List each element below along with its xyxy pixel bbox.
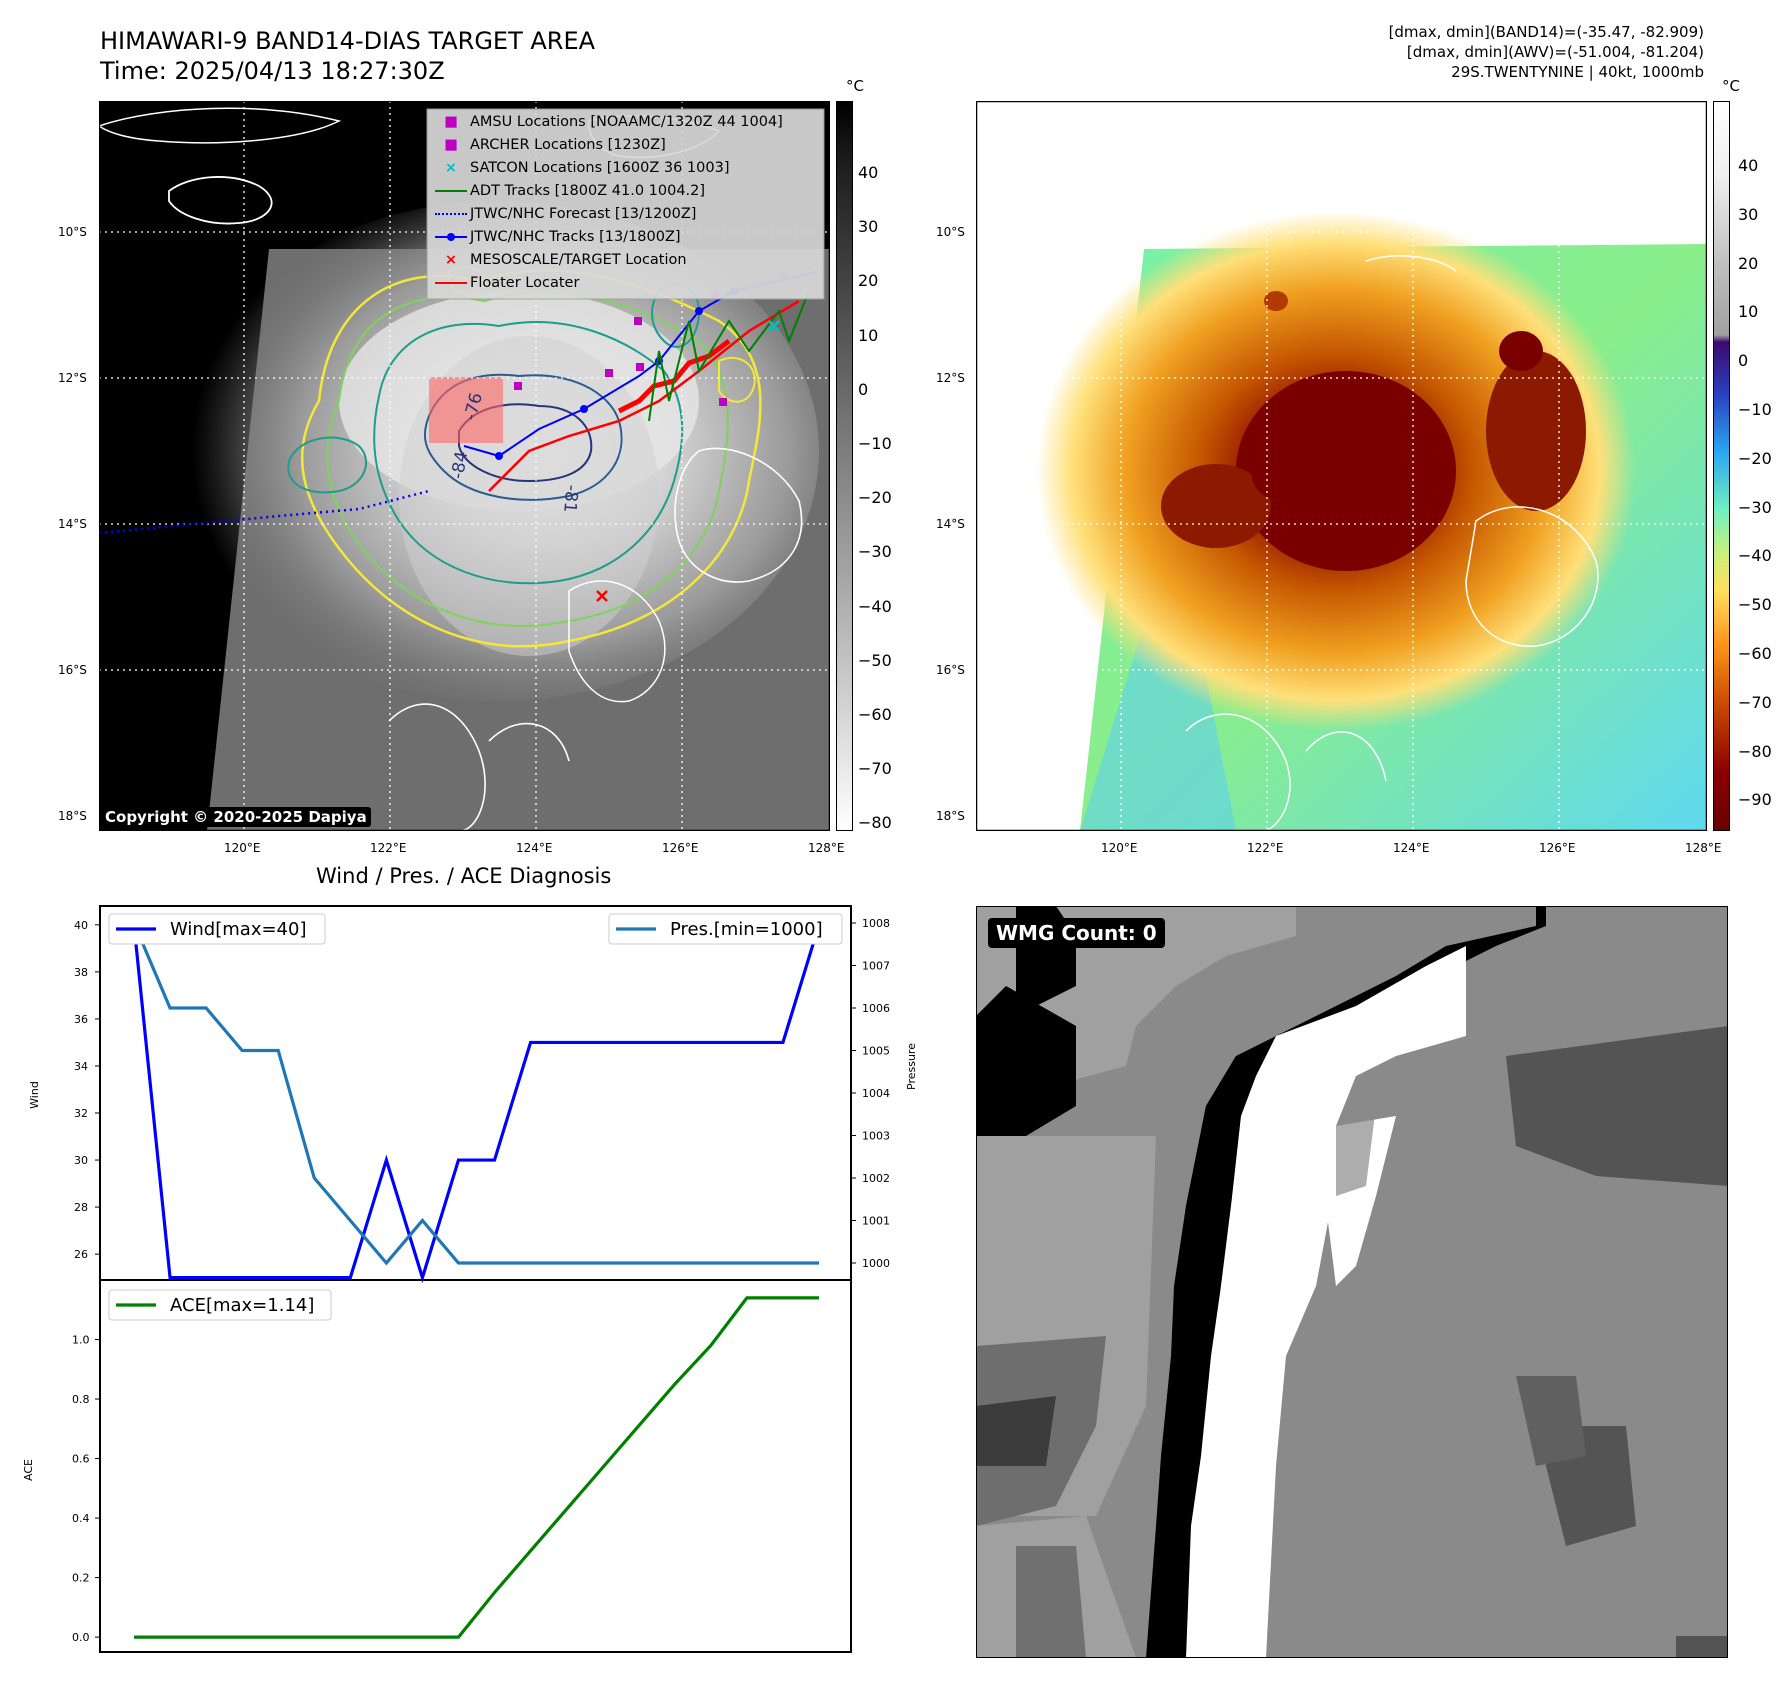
awv-lon-label-126e: 126°E: [1539, 841, 1576, 855]
lon-label-124e: 124°E: [516, 841, 553, 855]
legend-entry-forecast: JTWC/NHC Forecast [13/1200Z]: [432, 203, 783, 226]
subtitle-line-2: [dmax, dmin](AWV)=(-51.004, -81.204): [1406, 43, 1704, 61]
wmg-count-badge: WMG Count: 0: [988, 918, 1165, 948]
legend-entry-tracks: JTWC/NHC Tracks [13/1800Z]: [432, 226, 783, 249]
wmg-count-text: WMG Count: 0: [996, 921, 1157, 945]
wind-ytick-label: 26: [74, 1248, 88, 1261]
lat-label-10s: 10°S: [58, 225, 87, 239]
pressure-ytick-label: 1000: [862, 1257, 890, 1270]
wind-ytick-label: 30: [74, 1154, 88, 1167]
copyright-text: Copyright © 2020-2025 Dapiya: [105, 808, 367, 826]
legend-box: [426, 108, 825, 300]
ace-series-line: [134, 1296, 819, 1639]
upper-plot-frame: [99, 905, 852, 1281]
contour-label-3: -81: [559, 484, 581, 513]
pressure-ytick-label: 1002: [862, 1172, 890, 1185]
awv-lat-label-18s: 18°S: [936, 809, 965, 823]
wind-ytick-label: 36: [74, 1013, 88, 1026]
ir-map-panel: -76 -84 -81: [99, 101, 830, 831]
awv-lon-label-128e: 128°E: [1685, 841, 1722, 855]
ace-legend-box: [108, 1289, 332, 1321]
figure-subtitle: [dmax, dmin](BAND14)=(-35.47, -82.909) […: [1389, 22, 1704, 82]
map-legend: ■ AMSU Locations [NOAAMC/1320Z 44 1004] ■…: [432, 111, 783, 295]
figure-title: HIMAWARI-9 BAND14-DIAS TARGET AREA Time:…: [100, 26, 595, 86]
lat-label-14s: 14°S: [58, 517, 87, 531]
subtitle-line-1: [dmax, dmin](BAND14)=(-35.47, -82.909): [1388, 23, 1704, 41]
pressure-legend-label: Pres.[min=1000]: [670, 919, 823, 940]
diagnosis-title: Wind / Pres. / ACE Diagnosis: [316, 864, 612, 888]
lat-label-12s: 12°S: [58, 371, 87, 385]
pressure-ytick-label: 1001: [862, 1215, 890, 1228]
copyright-badge: Copyright © 2020-2025 Dapiya: [101, 807, 371, 827]
wind-pressure-chart: 26 28 30 32 34 36 38 40 1000 1001 1002 1003 1004 1005…: [22, 905, 890, 1653]
pressure-axis-label: Pressure: [905, 1043, 918, 1090]
contour-label-2: -84: [448, 450, 473, 481]
colorbar-right-unit: °C: [1722, 77, 1740, 95]
wind-series-line: [132, 924, 821, 1284]
lon-label-128e: 128°E: [808, 841, 845, 855]
wind-ytick-label: 38: [74, 966, 88, 979]
ace-ytick-label: 0.8: [72, 1393, 90, 1406]
pressure-legend-box: [608, 913, 843, 945]
awv-lon-label-120e: 120°E: [1101, 841, 1138, 855]
ace-ytick-label: 0.6: [72, 1453, 90, 1466]
pressure-ytick-label: 1004: [862, 1087, 890, 1100]
lat-label-16s: 16°S: [58, 663, 87, 677]
awv-lat-label-16s: 16°S: [936, 663, 965, 677]
ace-ytick-label: 1.0: [72, 1334, 90, 1347]
wind-ytick-label: 40: [74, 919, 88, 932]
legend-entry-adt: ADT Tracks [1800Z 41.0 1004.2]: [432, 180, 783, 203]
wind-axis-label: Wind: [28, 1081, 41, 1109]
ace-ytick-label: 0.0: [72, 1631, 90, 1644]
ace-axis-label: ACE: [22, 1459, 35, 1481]
legend-entry-target: × MESOSCALE/TARGET Location: [444, 252, 687, 268]
wind-ytick-label: 34: [74, 1060, 88, 1073]
ace-ytick-label: 0.4: [72, 1512, 90, 1525]
wind-ytick-label: 32: [74, 1107, 88, 1120]
title-line-1: HIMAWARI-9 BAND14-DIAS TARGET AREA: [100, 27, 596, 55]
awv-lon-label-122e: 122°E: [1247, 841, 1284, 855]
colorbar-left-ticks: 40 30 20 10 0 −10 −20 −30 −40 −50 −60 −70 −80: [858, 163, 892, 833]
colorbar-left: [836, 101, 853, 831]
pressure-ytick-label: 1005: [862, 1045, 890, 1058]
pressure-series-line: [132, 922, 819, 1266]
colorbar-right-ticks: 40 30 20 10 0 −10 −20 −30 −40 −50 −60 −70 −80 −90: [1738, 156, 1772, 810]
lon-label-120e: 120°E: [224, 841, 261, 855]
awv-lat-label-10s: 10°S: [936, 225, 965, 239]
pressure-ytick-label: 1006: [862, 1002, 890, 1015]
legend-entry-amsu: ■ AMSU Locations [NOAAMC/1320Z 44 1004]: [444, 114, 783, 130]
legend-entry-floater: Floater Locater: [432, 272, 783, 295]
pressure-ytick-label: 1008: [862, 917, 890, 930]
lat-label-18s: 18°S: [58, 809, 87, 823]
ace-ytick-label: 0.2: [72, 1572, 90, 1585]
legend-entry-archer: ■ ARCHER Locations [1230Z]: [444, 137, 666, 153]
wmg-panel: [976, 906, 1728, 1658]
colorbar-left-unit: °C: [846, 77, 864, 95]
colorbar-right: [1713, 101, 1730, 831]
wind-ytick-label: 28: [74, 1201, 88, 1214]
wind-legend-box: [108, 913, 326, 945]
ace-legend-label: ACE[max=1.14]: [170, 1295, 314, 1316]
awv-map-panel: [976, 101, 1707, 831]
wind-legend-label: Wind[max=40]: [170, 919, 307, 940]
awv-lon-label-124e: 124°E: [1393, 841, 1430, 855]
legend-entry-satcon: × SATCON Locations [1600Z 36 1003]: [444, 160, 730, 176]
awv-lat-label-12s: 12°S: [936, 371, 965, 385]
pressure-ytick-label: 1003: [862, 1130, 890, 1143]
lon-label-122e: 122°E: [370, 841, 407, 855]
lon-label-126e: 126°E: [662, 841, 699, 855]
awv-lat-label-14s: 14°S: [936, 517, 965, 531]
title-line-2: Time: 2025/04/13 18:27:30Z: [100, 57, 445, 85]
pressure-ytick-label: 1007: [862, 960, 890, 973]
lower-plot-frame: [99, 1279, 852, 1653]
subtitle-line-3: 29S.TWENTYNINE | 40kt, 1000mb: [1451, 63, 1704, 81]
